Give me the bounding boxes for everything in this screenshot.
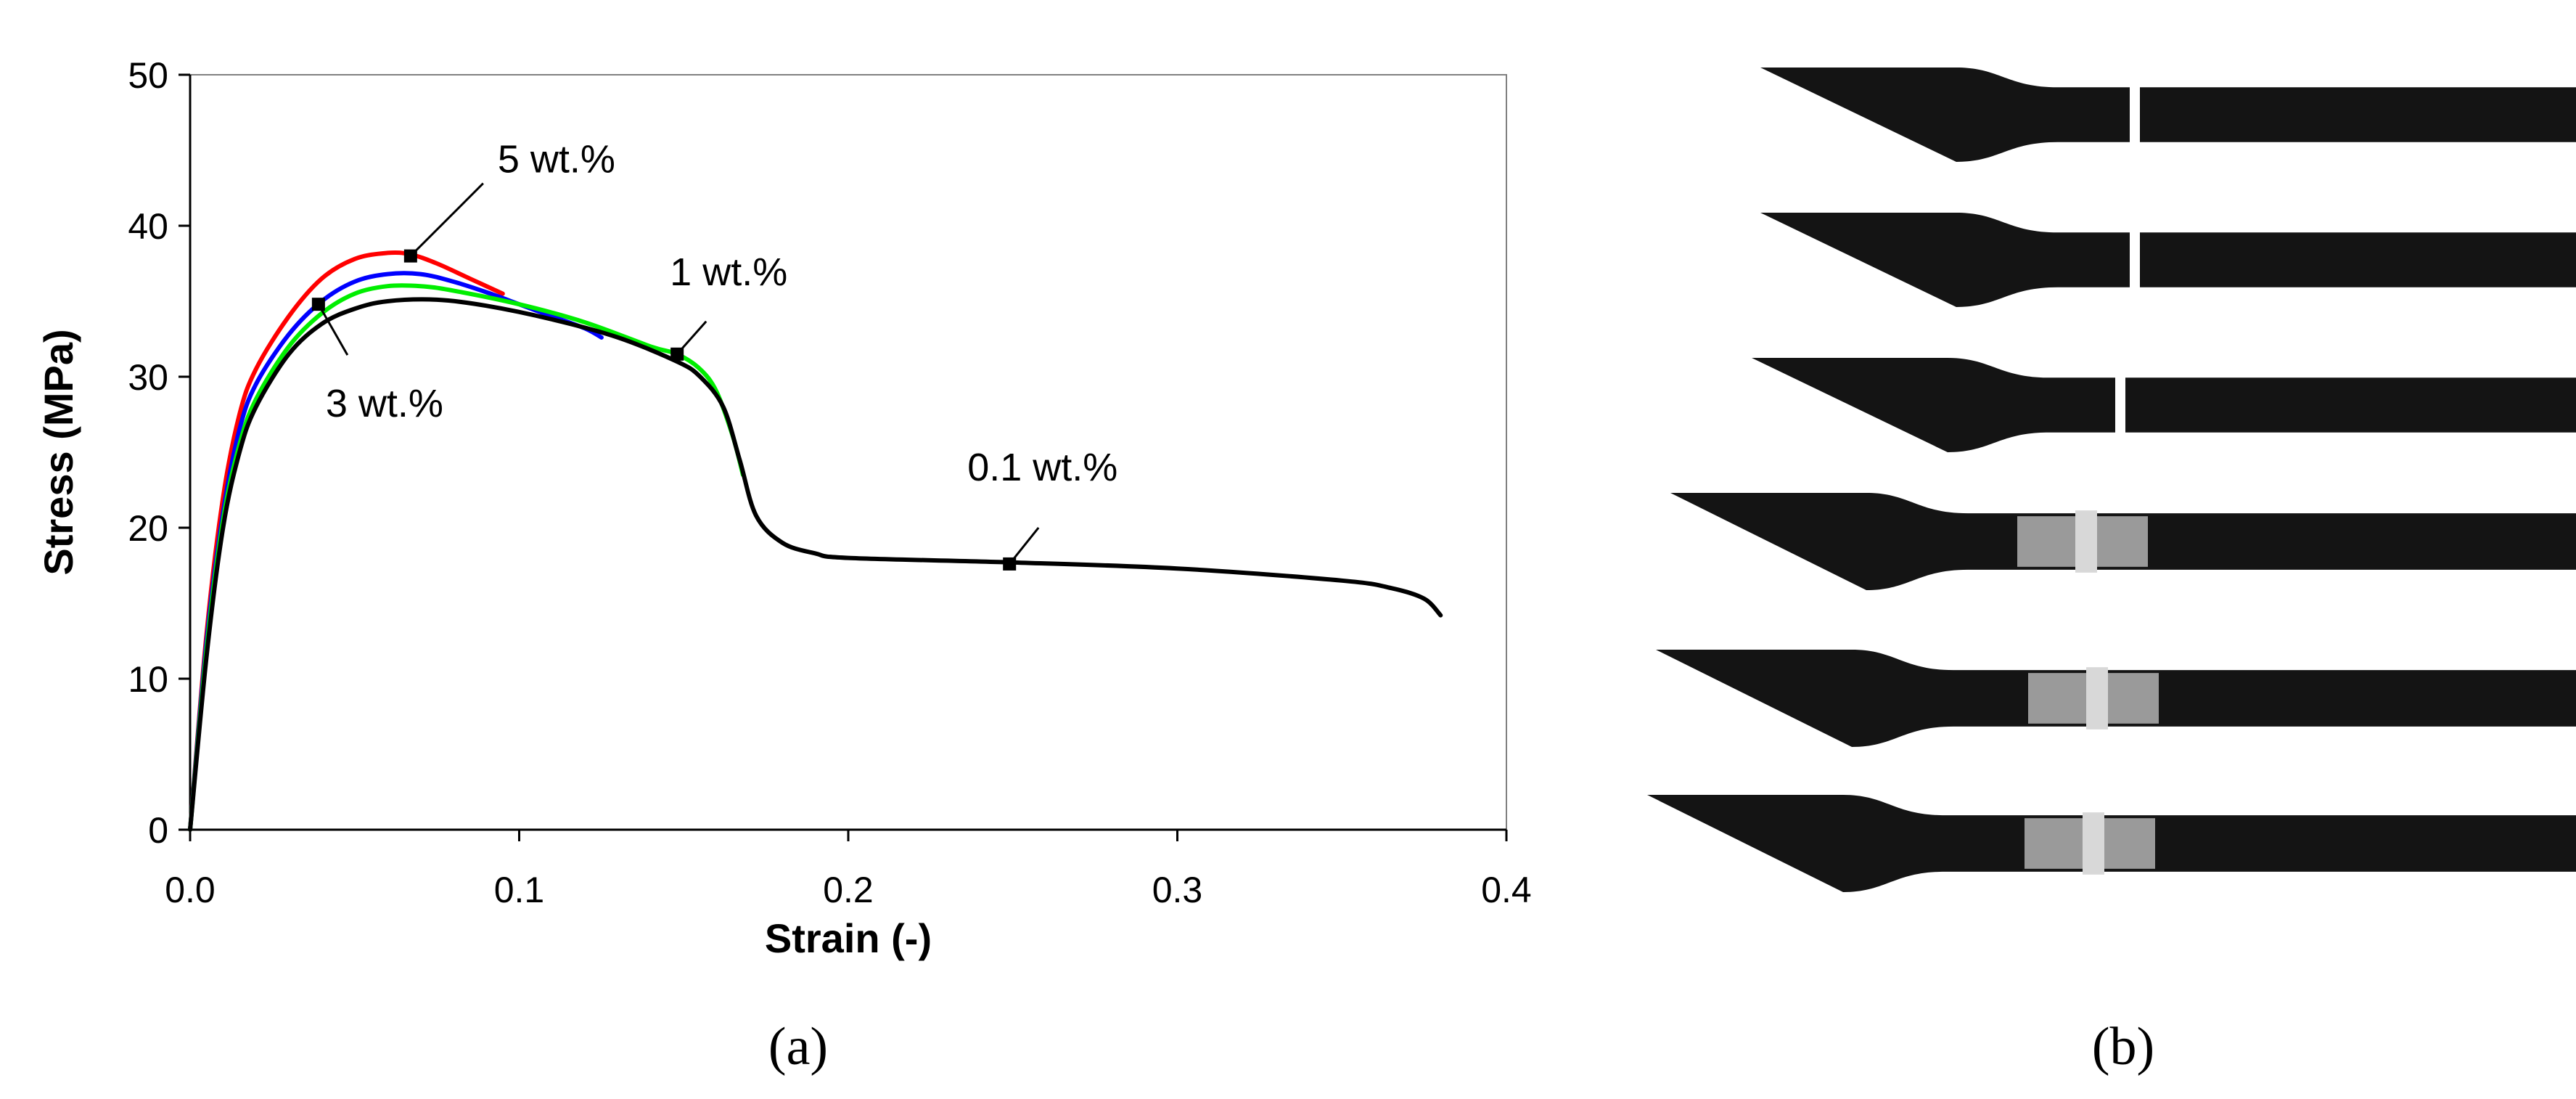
x-ticks: 0.0 0.1 0.2 0.3 0.4 <box>165 830 1532 910</box>
fracture-gap <box>2130 229 2140 290</box>
y-ticks: 0 10 20 30 40 50 <box>128 55 190 851</box>
y-tick-label: 20 <box>128 508 168 549</box>
specimen: 5 wt.% <box>1760 68 2576 162</box>
annotation-leader <box>409 182 484 257</box>
specimen-body <box>1760 68 2576 162</box>
fracture-zone <box>2083 812 2104 875</box>
annotation-label: 0.1 wt.% <box>967 446 1117 489</box>
specimen: 3 wt.% <box>1760 213 2576 307</box>
specimen: 1 wt.% <box>1752 358 2576 452</box>
annotation-label: 1 wt.% <box>670 250 787 294</box>
specimen-photo: 5 wt.% 3 wt.% 1 wt.% 0.5 wt.% 0.3 wt.% 0.1 wt… <box>1647 68 2576 892</box>
specimen: 0.3 wt.% <box>1656 650 2576 747</box>
plot-area <box>189 74 1507 830</box>
y-tick-label: 50 <box>128 55 168 96</box>
x-tick-label: 0.4 <box>1481 870 1532 910</box>
y-tick-label: 30 <box>128 357 168 398</box>
annotation-marker <box>1003 557 1017 571</box>
y-axis-label: Stress (MPa) <box>36 329 81 575</box>
x-tick-label: 0.3 <box>1152 870 1203 910</box>
fracture-zone <box>2075 510 2097 573</box>
specimen-body <box>1760 213 2576 307</box>
x-tick-label: 0.1 <box>494 870 545 910</box>
panel-label-b: (b) <box>2092 1017 2154 1076</box>
fracture-zone <box>2086 667 2108 730</box>
x-tick-label: 0.2 <box>823 870 874 910</box>
specimen: 0.1 wt.% <box>1647 795 2576 892</box>
annotation-marker <box>403 249 417 263</box>
x-tick-label: 0.0 <box>165 870 216 910</box>
series-line-3 <box>188 297 1443 832</box>
fracture-gap <box>2130 84 2140 145</box>
annotation-marker <box>311 298 325 311</box>
specimen-body <box>1752 358 2576 452</box>
y-tick-label: 0 <box>148 810 168 851</box>
stress-strain-chart: 0 10 20 30 40 50 0.0 0.1 0.2 0.3 0.4 5 wt.% 3 wt.%… <box>36 55 1532 961</box>
annotation-leader <box>317 303 349 356</box>
y-tick-label: 10 <box>128 659 168 700</box>
annotation-marker <box>670 347 684 361</box>
fracture-gap <box>2115 375 2125 436</box>
series-layer <box>188 250 1443 832</box>
x-axis-label: Strain (-) <box>765 915 932 961</box>
specimen: 0.5 wt.% <box>1670 493 2576 590</box>
panel-label-a: (a) <box>768 1017 828 1076</box>
annotation-label: 5 wt.% <box>498 138 615 181</box>
annotation-layer: 5 wt.% 3 wt.% 1 wt.% 0.1 wt.% <box>311 138 1117 571</box>
y-tick-label: 40 <box>128 206 168 247</box>
annotation-label: 3 wt.% <box>326 382 443 425</box>
